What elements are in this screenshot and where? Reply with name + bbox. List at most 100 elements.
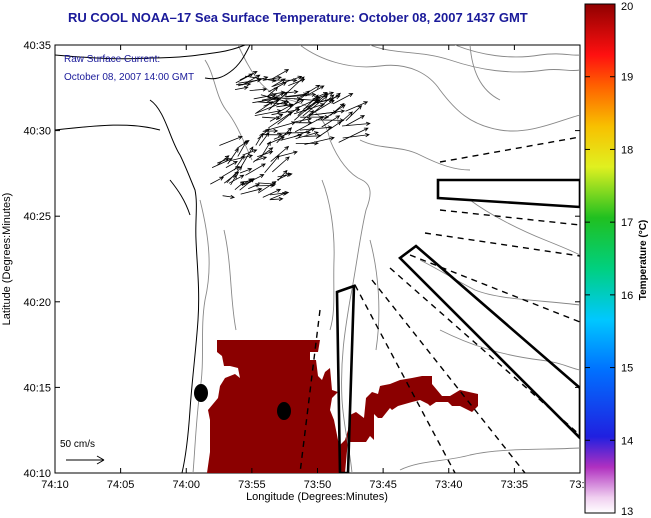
colorbar-tick-label: 17 [621, 217, 633, 229]
current-vector [276, 127, 293, 144]
sst-patch [207, 340, 478, 473]
current-vector [223, 171, 240, 184]
x-tick-label: 73:35 [501, 479, 529, 491]
current-vector [277, 106, 301, 125]
current-vector [239, 71, 258, 81]
current-vector [257, 181, 277, 194]
current-vector [266, 92, 285, 103]
current-vector [302, 95, 328, 117]
current-vector [262, 188, 282, 198]
colorbar-gradient [584, 3, 616, 514]
current-vector [262, 75, 283, 81]
current-vector [291, 117, 313, 123]
current-vector [248, 183, 261, 190]
x-tick-label: 74:10 [41, 479, 69, 491]
current-vector [263, 121, 296, 132]
current-vector [255, 132, 264, 146]
x-axis-ticks: 74:10 74:05 74:00 73:55 73:50 73:45 73:40 73:35… [41, 45, 591, 491]
buoy-marker-east [277, 402, 291, 420]
current-vector [270, 78, 298, 83]
current-vector [234, 181, 245, 191]
current-vector [233, 154, 245, 171]
current-vector [257, 150, 274, 158]
scale-arrow [66, 455, 105, 465]
colorbar-tick-label: 20 [621, 1, 633, 13]
current-vector [241, 74, 261, 86]
colorbar-tick-label: 18 [621, 144, 633, 156]
x-tick-label: 73:50 [304, 479, 332, 491]
current-vector [272, 69, 290, 80]
current-vector [249, 87, 268, 92]
current-vector [258, 131, 270, 146]
current-vector [262, 128, 279, 134]
x-tick-label: 73:55 [238, 479, 266, 491]
current-vector [269, 196, 284, 202]
current-vector [303, 99, 321, 110]
current-vector [272, 156, 290, 173]
current-vector [276, 173, 291, 181]
colorbar-tick-label: 19 [621, 72, 633, 84]
current-vector [245, 163, 266, 176]
current-vector [260, 94, 290, 104]
current-vector [305, 85, 325, 97]
colorbar-tick-label: 16 [621, 290, 633, 302]
colorbar-tick-label: 15 [621, 363, 633, 375]
current-vector [330, 102, 345, 116]
y-axis-label: Latitude (Degrees:Minutes) [1, 193, 13, 326]
y-tick-label: 40:20 [23, 297, 51, 309]
current-vector [226, 165, 243, 184]
bathymetry-contours [192, 45, 580, 473]
current-vector [339, 111, 353, 124]
current-vector [238, 78, 262, 84]
current-vector [332, 93, 354, 105]
buoy-marker-west [194, 384, 208, 402]
current-vector [273, 131, 293, 140]
current-vector [293, 103, 326, 115]
current-vector [276, 130, 311, 135]
current-vector [269, 113, 284, 122]
x-tick-label: 74:05 [107, 479, 135, 491]
current-vector [272, 75, 303, 87]
coastline [55, 45, 251, 473]
current-vector [285, 92, 317, 98]
current-vector [270, 145, 290, 162]
current-vector [239, 178, 255, 191]
current-vector [346, 115, 365, 126]
current-vector [270, 192, 288, 200]
current-vector [342, 133, 370, 139]
current-vector [321, 115, 341, 128]
colorbar-tick-label: 14 [621, 435, 633, 447]
current-vector [295, 131, 319, 139]
current-vector [231, 154, 254, 161]
current-vector [239, 167, 253, 174]
current-vector [219, 135, 243, 146]
x-axis-label: Longitude (Degrees:Minutes) [246, 491, 388, 503]
current-vector [217, 155, 230, 166]
current-vectors [210, 69, 371, 202]
current-vector [303, 133, 322, 139]
y-tick-label: 40:30 [23, 126, 51, 138]
colorbar-label: Temperature (°C) [638, 220, 649, 301]
current-vector [284, 90, 310, 113]
current-vector [299, 125, 333, 131]
colorbar-tick-label: 13 [621, 506, 633, 518]
current-vector [236, 139, 250, 149]
radar-footprints [335, 178, 580, 473]
current-vector [297, 94, 319, 116]
current-vector [345, 105, 363, 121]
annotation-line1: Raw Surface Current: [64, 54, 160, 65]
current-vector [304, 136, 335, 145]
current-vector [288, 78, 306, 86]
current-vector [222, 194, 236, 199]
current-vector [276, 150, 298, 158]
current-vector [345, 101, 369, 112]
current-vector [240, 187, 263, 195]
current-vector [228, 174, 245, 184]
y-axis-ticks: 40:35 40:30 40:25 40:20 40:15 40:10 [23, 40, 580, 480]
current-vector [254, 156, 268, 162]
current-vector [256, 101, 274, 114]
colorbar-ticks: 20 19 18 17 16 15 14 13 [585, 1, 633, 518]
y-tick-label: 40:15 [23, 382, 51, 394]
